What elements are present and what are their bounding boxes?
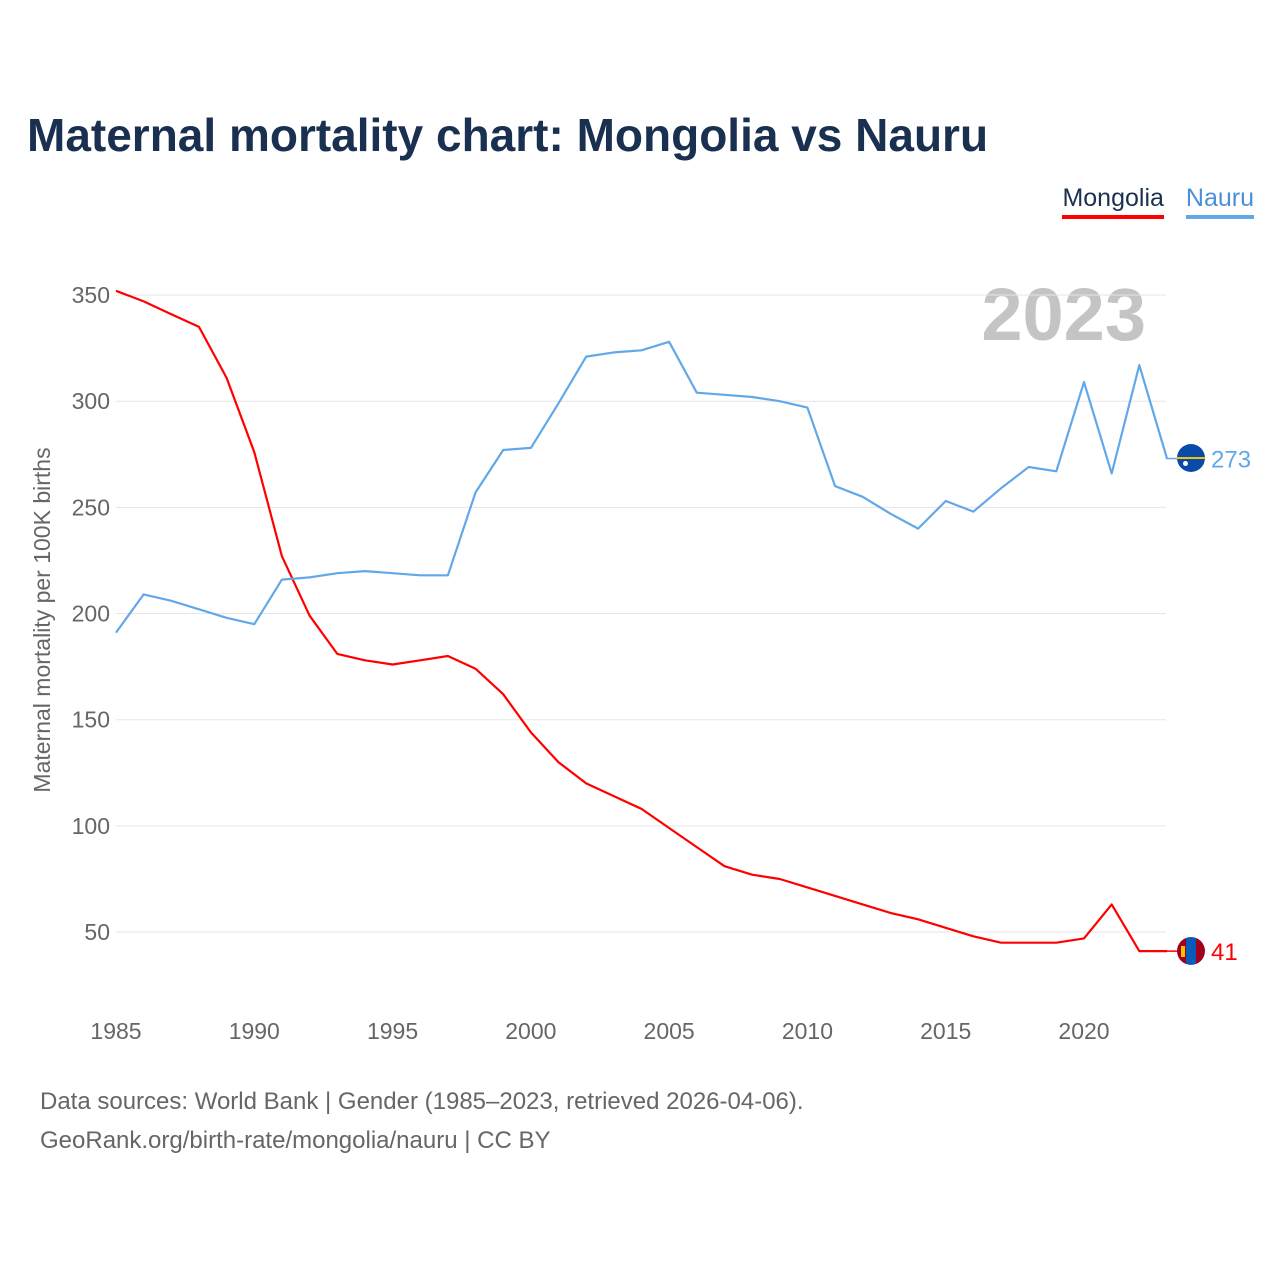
- mongolia-flag-icon: [1177, 937, 1205, 965]
- y-axis-label: Maternal mortality per 100K births: [29, 447, 55, 792]
- footer-link[interactable]: GeoRank.org/birth-rate/mongolia/nauru | …: [40, 1127, 551, 1154]
- x-tick-label: 2005: [644, 1018, 695, 1044]
- y-tick-label: 250: [72, 494, 110, 520]
- series-line-mongolia: [115, 289, 1167, 953]
- year-watermark: 2023: [981, 273, 1146, 356]
- y-tick-label: 200: [72, 601, 110, 627]
- y-tick-label: 350: [72, 282, 110, 308]
- x-tick-label: 1990: [229, 1018, 280, 1044]
- end-value-label: 273: [1211, 447, 1251, 474]
- end-value-label: 41: [1211, 939, 1238, 966]
- x-tick-label: 2000: [505, 1018, 556, 1044]
- x-tick-label: 2020: [1058, 1018, 1109, 1044]
- y-tick-label: 50: [84, 919, 110, 945]
- series-line-nauru: [115, 340, 1169, 634]
- legend-nauru[interactable]: Nauru: [1185, 184, 1254, 219]
- y-tick-label: 150: [72, 707, 110, 733]
- legend: Mongolia Nauru: [1062, 184, 1254, 219]
- nauru-flag-icon: [1177, 444, 1205, 472]
- x-tick-label: 2010: [782, 1018, 833, 1044]
- y-tick-label: 100: [72, 813, 110, 839]
- chart-title: Maternal mortality chart: Mongolia vs Na…: [27, 109, 989, 161]
- footer-source: Data sources: World Bank | Gender (1985–…: [40, 1088, 804, 1115]
- y-tick-label: 300: [72, 388, 110, 414]
- x-tick-label: 1995: [367, 1018, 418, 1044]
- x-tick-label: 2015: [920, 1018, 971, 1044]
- legend-mongolia[interactable]: Mongolia: [1062, 184, 1164, 219]
- x-tick-label: 1985: [90, 1018, 141, 1044]
